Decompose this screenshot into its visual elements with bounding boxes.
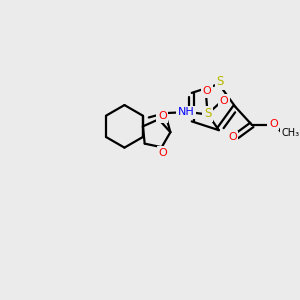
Text: O: O (159, 148, 167, 158)
Text: O: O (158, 111, 167, 121)
Text: NH: NH (178, 107, 195, 118)
Text: O: O (202, 86, 211, 96)
Text: O: O (269, 119, 278, 129)
Text: S: S (217, 75, 224, 88)
Text: S: S (204, 107, 211, 120)
Text: CH₃: CH₃ (281, 128, 300, 138)
Text: O: O (220, 96, 229, 106)
Text: O: O (228, 132, 237, 142)
